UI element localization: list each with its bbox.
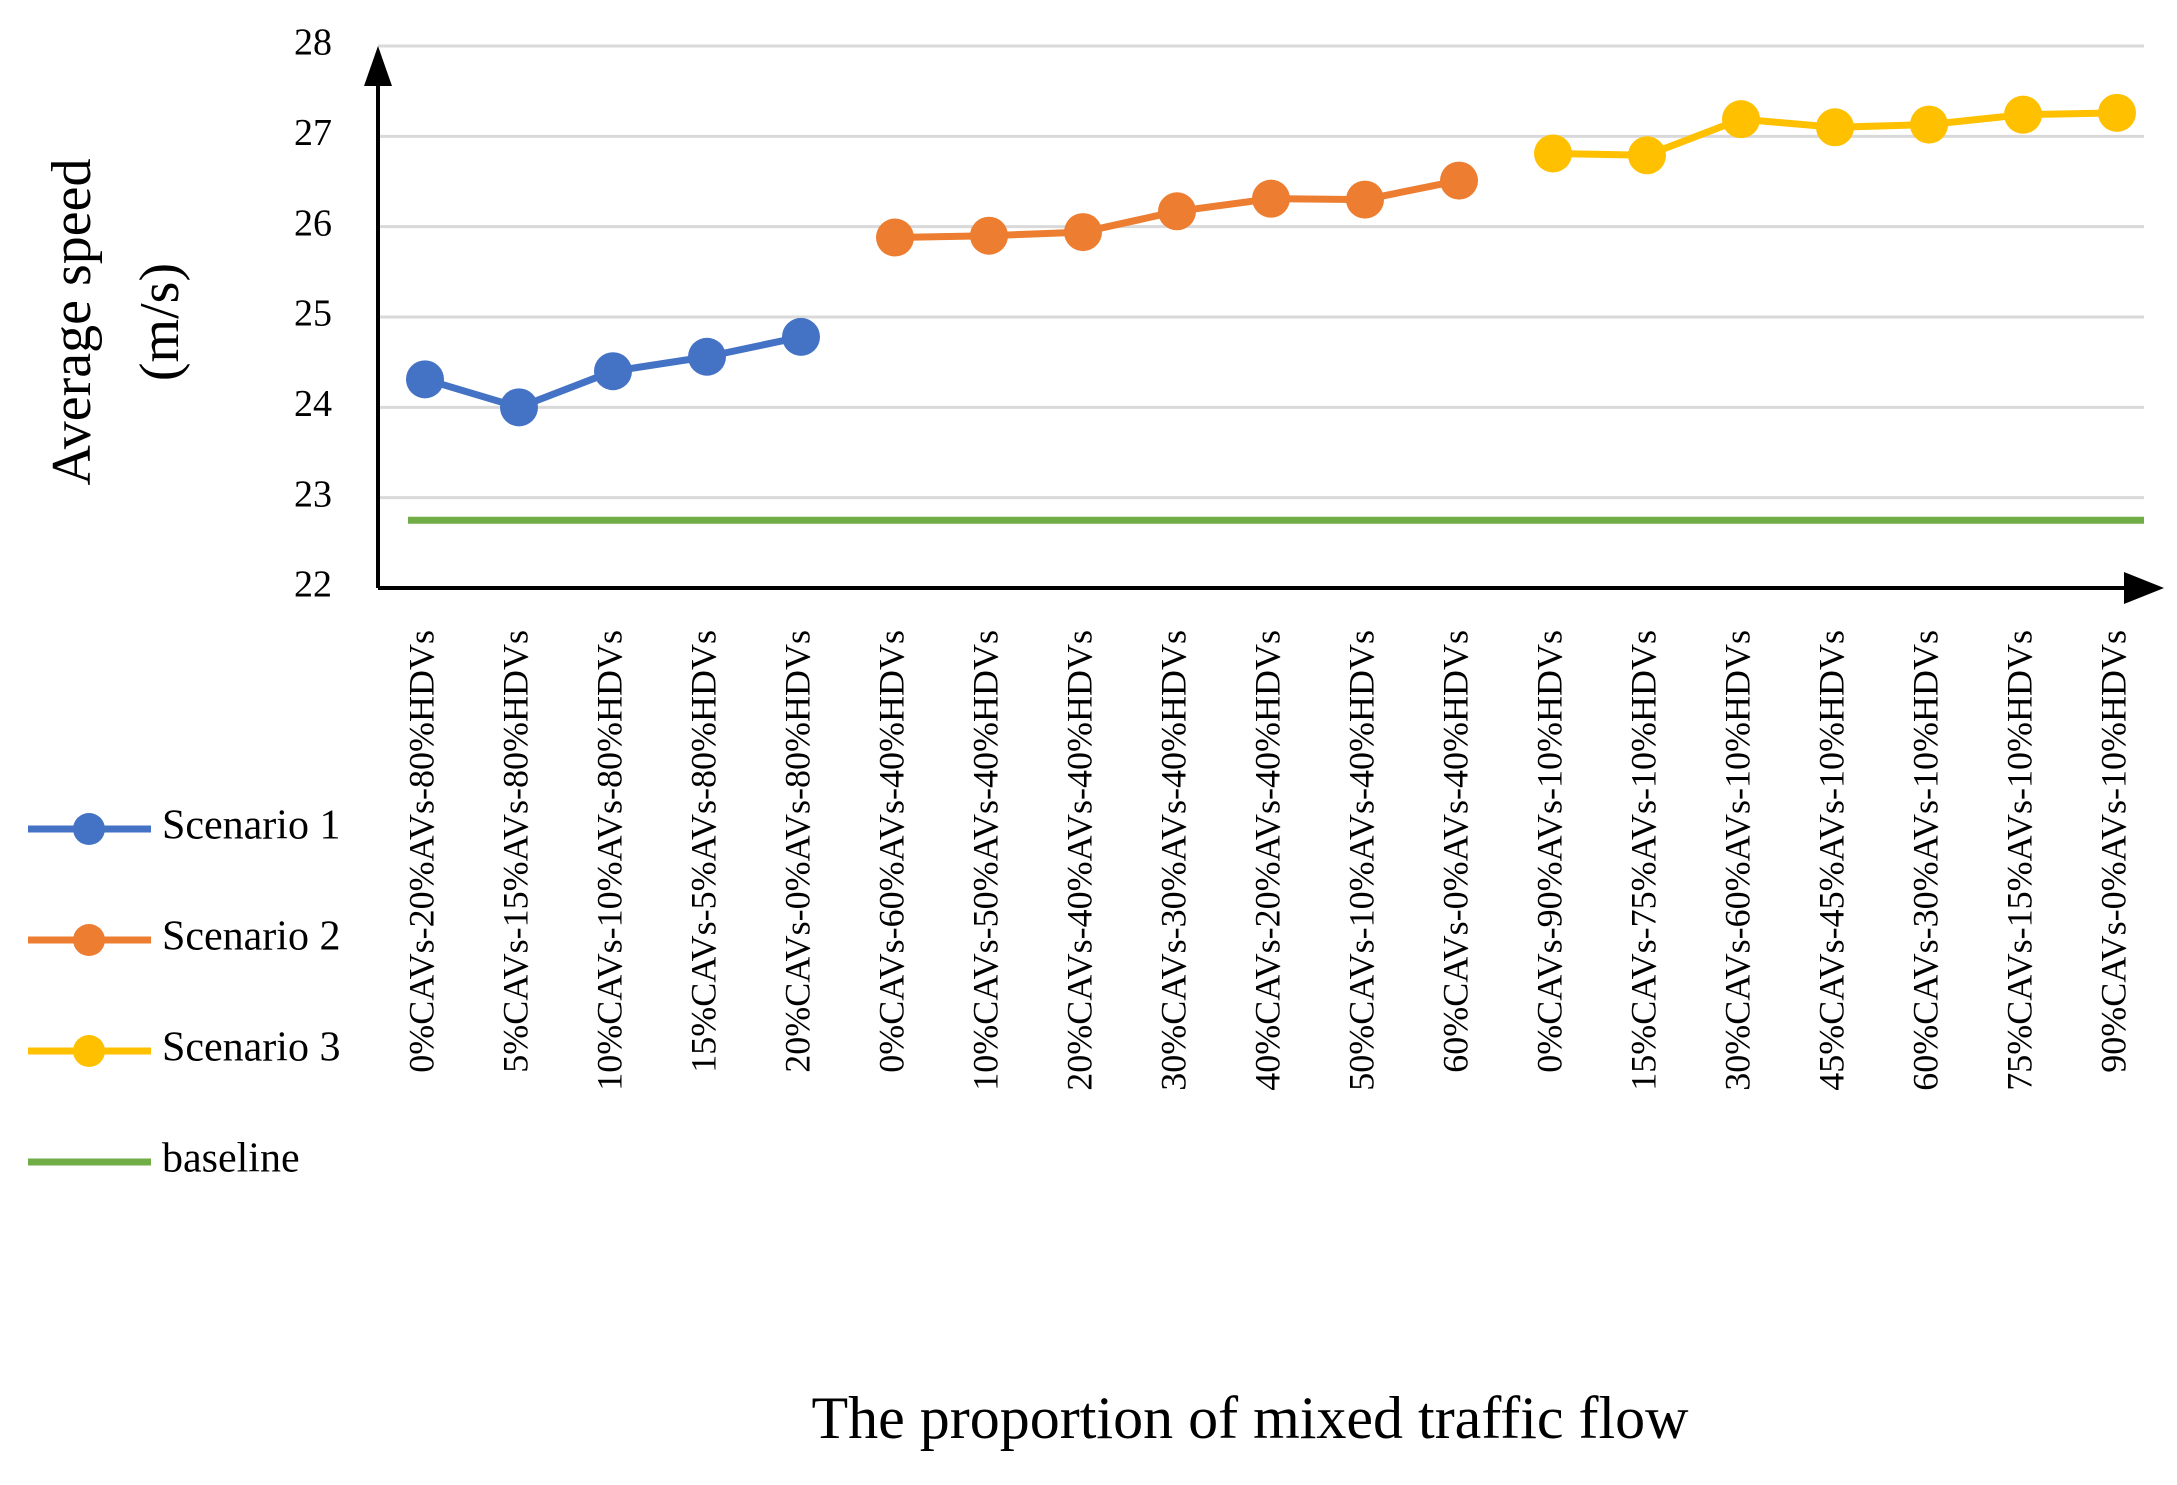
series-marker xyxy=(1252,179,1290,218)
y-axis-title: (m/s) xyxy=(129,263,191,381)
series-marker xyxy=(594,352,632,391)
series-marker xyxy=(1910,105,1948,144)
series-marker xyxy=(1816,108,1854,147)
x-tick-label: 50%CAVs-10%AVs-40%HDVs xyxy=(1341,630,1381,1091)
series-marker xyxy=(1158,192,1196,231)
series-marker xyxy=(406,360,444,399)
series-marker xyxy=(1722,100,1760,139)
y-axis-arrow xyxy=(364,46,392,86)
x-axis-title: The proportion of mixed traffic flow xyxy=(812,1385,1690,1451)
x-tick-label: 0%CAVs-90%AVs-10%HDVs xyxy=(1529,630,1569,1073)
x-tick-label: 10%CAVs-10%AVs-80%HDVs xyxy=(589,630,629,1091)
series-marker xyxy=(688,337,726,376)
x-tick-label: 5%CAVs-15%AVs-80%HDVs xyxy=(495,630,535,1073)
x-tick-label: 60%CAVs-0%AVs-40%HDVs xyxy=(1435,630,1475,1073)
y-tick-label: 26 xyxy=(294,202,332,244)
x-tick-label: 15%CAVs-5%AVs-80%HDVs xyxy=(683,630,723,1073)
y-tick-label: 23 xyxy=(294,473,332,515)
legend-label: Scenario 3 xyxy=(162,1025,340,1071)
series-marker xyxy=(782,317,820,356)
y-tick-label: 27 xyxy=(294,112,332,154)
y-tick-label: 22 xyxy=(294,564,332,606)
x-tick-label: 30%CAVs-60%AVs-10%HDVs xyxy=(1717,630,1757,1091)
series-marker xyxy=(970,216,1008,255)
y-tick-label: 28 xyxy=(294,22,332,64)
x-axis-arrow xyxy=(2124,572,2164,604)
series-marker xyxy=(2098,93,2136,132)
series-marker xyxy=(1534,134,1572,173)
x-tick-label: 45%CAVs-45%AVs-10%HDVs xyxy=(1811,630,1851,1091)
series-marker xyxy=(1064,213,1102,252)
series-marker xyxy=(1346,180,1384,219)
series-marker xyxy=(1440,161,1478,200)
x-tick-label: 15%CAVs-75%AVs-10%HDVs xyxy=(1623,630,1663,1091)
legend-marker xyxy=(73,1035,105,1067)
series-marker xyxy=(1628,136,1666,175)
x-tick-label: 10%CAVs-50%AVs-40%HDVs xyxy=(965,630,1005,1091)
x-tick-label: 0%CAVs-20%AVs-80%HDVs xyxy=(401,630,441,1073)
series-marker xyxy=(500,388,538,427)
x-tick-label: 90%CAVs-0%AVs-10%HDVs xyxy=(2093,630,2133,1073)
y-tick-label: 24 xyxy=(294,383,332,425)
x-tick-label: 40%CAVs-20%AVs-40%HDVs xyxy=(1247,630,1287,1091)
x-tick-label: 20%CAVs-40%AVs-40%HDVs xyxy=(1059,630,1099,1091)
y-axis-title: Average speed xyxy=(41,158,103,485)
series-marker xyxy=(2004,95,2042,134)
x-tick-label: 75%CAVs-15%AVs-10%HDVs xyxy=(1999,630,2039,1091)
x-tick-label: 30%CAVs-30%AVs-40%HDVs xyxy=(1153,630,1193,1091)
legend-marker xyxy=(73,924,105,956)
legend-marker xyxy=(73,813,105,845)
legend-label: Scenario 2 xyxy=(162,914,340,960)
x-tick-label: 20%CAVs-0%AVs-80%HDVs xyxy=(777,630,817,1073)
y-tick-label: 25 xyxy=(294,293,332,335)
legend-label: baseline xyxy=(162,1136,300,1182)
legend-label: Scenario 1 xyxy=(162,803,340,849)
x-tick-label: 60%CAVs-30%AVs-10%HDVs xyxy=(1905,630,1945,1091)
x-tick-label: 0%CAVs-60%AVs-40%HDVs xyxy=(871,630,911,1073)
series-marker xyxy=(876,218,914,257)
